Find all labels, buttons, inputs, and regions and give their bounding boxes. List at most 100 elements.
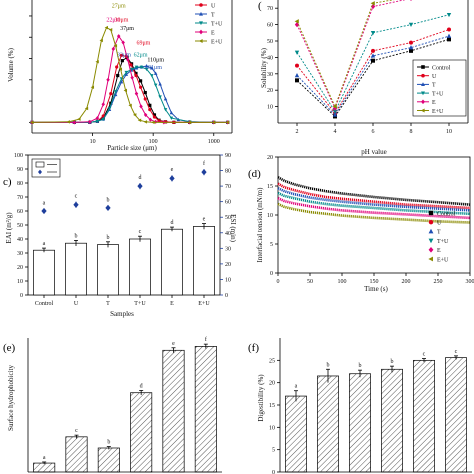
legend-marker [198,39,203,43]
legend-marker [421,82,425,87]
panel-d-y-tick-label: 5 [270,242,273,248]
panel-a-xlabel: Particle size (μm) [107,144,157,152]
panel-b-point [295,63,299,68]
panel-a-point [158,82,162,86]
panel-e-bar-letter: d [140,383,143,389]
panel-b-point [446,12,452,18]
panel-a-point [111,46,116,52]
panel-d-x-tick-label: 100 [338,279,347,285]
legend-label: E+U [432,109,444,115]
panel-b-point [447,27,451,32]
legend-marker [38,169,42,175]
panel-a-point [115,65,119,69]
panel-a-point [137,118,142,122]
panel-f-bar [317,375,339,473]
panel-e-bar-letter: f [205,336,207,343]
panel-a-point [107,107,112,111]
panel-f-bar-letter: c [455,349,458,355]
panel-a-point [144,64,149,68]
panel-c-bar [193,226,215,296]
panel-a-point [119,80,124,84]
panel-a-point [101,114,105,118]
panel-c-bar [129,238,151,296]
panel-a-point [148,103,152,107]
panel-f-y-tick-label: 0 [272,470,275,474]
legend-marker [421,65,425,69]
panel-b-point [332,112,338,117]
panel-d-y-tick-label: 20 [267,155,273,161]
panel-a-point [77,117,81,121]
panel-b-point [370,31,376,36]
panel-a-point [72,120,77,125]
legend-marker [199,3,203,7]
panel-b-point [294,73,300,78]
panel-b-y-tick-label: 70 [267,6,273,12]
panel-a-point [99,38,103,43]
panel-b-y-tick-label: 20 [267,88,273,94]
panel-a-point [84,106,89,111]
panel-e-bar [65,436,88,473]
panel-c-y-tick-label: 70 [17,195,23,201]
panel-a-series-line [32,65,228,123]
panel-c-esi-letter: b [107,198,110,204]
panel-a-point [211,120,216,125]
panel-a-point [129,67,134,72]
panel-b-y-tick-label: 30 [267,72,273,78]
panel-f-bar-letter: b [359,363,362,369]
panel-a-peak-label: 22μm [106,17,120,23]
panel-c-right-tick-label: 80 [225,169,231,175]
panel-a-legend: UT T+U E E+U [195,3,223,46]
panel-a-point [130,75,134,80]
panel-f-ylabel: Digestibility (%) [257,374,265,422]
legend-label: T+U [437,239,449,245]
panel-a-point [95,116,100,121]
panel-c-bar-letter: e [203,217,206,223]
legend-marker [428,210,434,216]
panel-c-x-tick-label: E [170,301,174,307]
panel-b-y-tick-label: 50 [267,39,273,45]
panel-a-point [121,40,125,45]
panel-b-point [410,0,412,1]
panel-d-x-tick-label: 250 [434,279,443,285]
panel-a-point [187,120,192,125]
panel-a-point [134,73,138,78]
panel-b-point [408,45,414,50]
panel-a-point [116,34,121,39]
panel-c-right-tick-label: 30 [225,246,231,252]
panel-a-point [101,117,106,122]
panel-b-y-tick-label: 10 [267,105,273,111]
panel-a-point [109,101,113,105]
panel-d-y-tick-label: 10 [267,213,273,219]
panel-b-x-tick-label: 8 [410,129,413,135]
panel-a-point [169,116,174,121]
panel-b-point [371,58,375,63]
panel-c-x-tick-label: U [74,301,79,307]
panel-f-y-tick-label: 5 [272,448,275,454]
legend-label: Control [432,65,451,71]
panel-c-xlabel: Samples [110,310,134,318]
panel-a-point [134,91,139,96]
panel-a-peak-label: 33μm [117,52,131,58]
panel-a-point [152,115,157,119]
panel-a-series-line [32,66,228,123]
panel-a-x-tick-label: 100 [149,139,158,145]
panel-a-point [163,97,168,101]
panel-c-right-tick-label: 60 [225,200,231,206]
panel-b-point [294,22,300,28]
legend-label: T+U [432,91,444,97]
panel-a-point [153,71,158,75]
legend-marker [199,21,203,26]
panel-c-right-tick-label: 20 [225,262,231,268]
panel-c-y-tick-label: 10 [17,279,23,285]
panel-a-point [134,71,138,76]
panel-a-point [113,43,118,48]
panel-d-legend: Control UT T+U E E+U [428,210,456,263]
panel-e-bar-letter: a [43,455,46,461]
panel-c-bar [161,228,183,296]
legend-label: U [211,4,216,10]
panel-b-point [370,53,376,58]
panel-a-point [108,28,113,32]
panel-b-point [446,33,452,38]
panel-e-bar [33,462,56,473]
